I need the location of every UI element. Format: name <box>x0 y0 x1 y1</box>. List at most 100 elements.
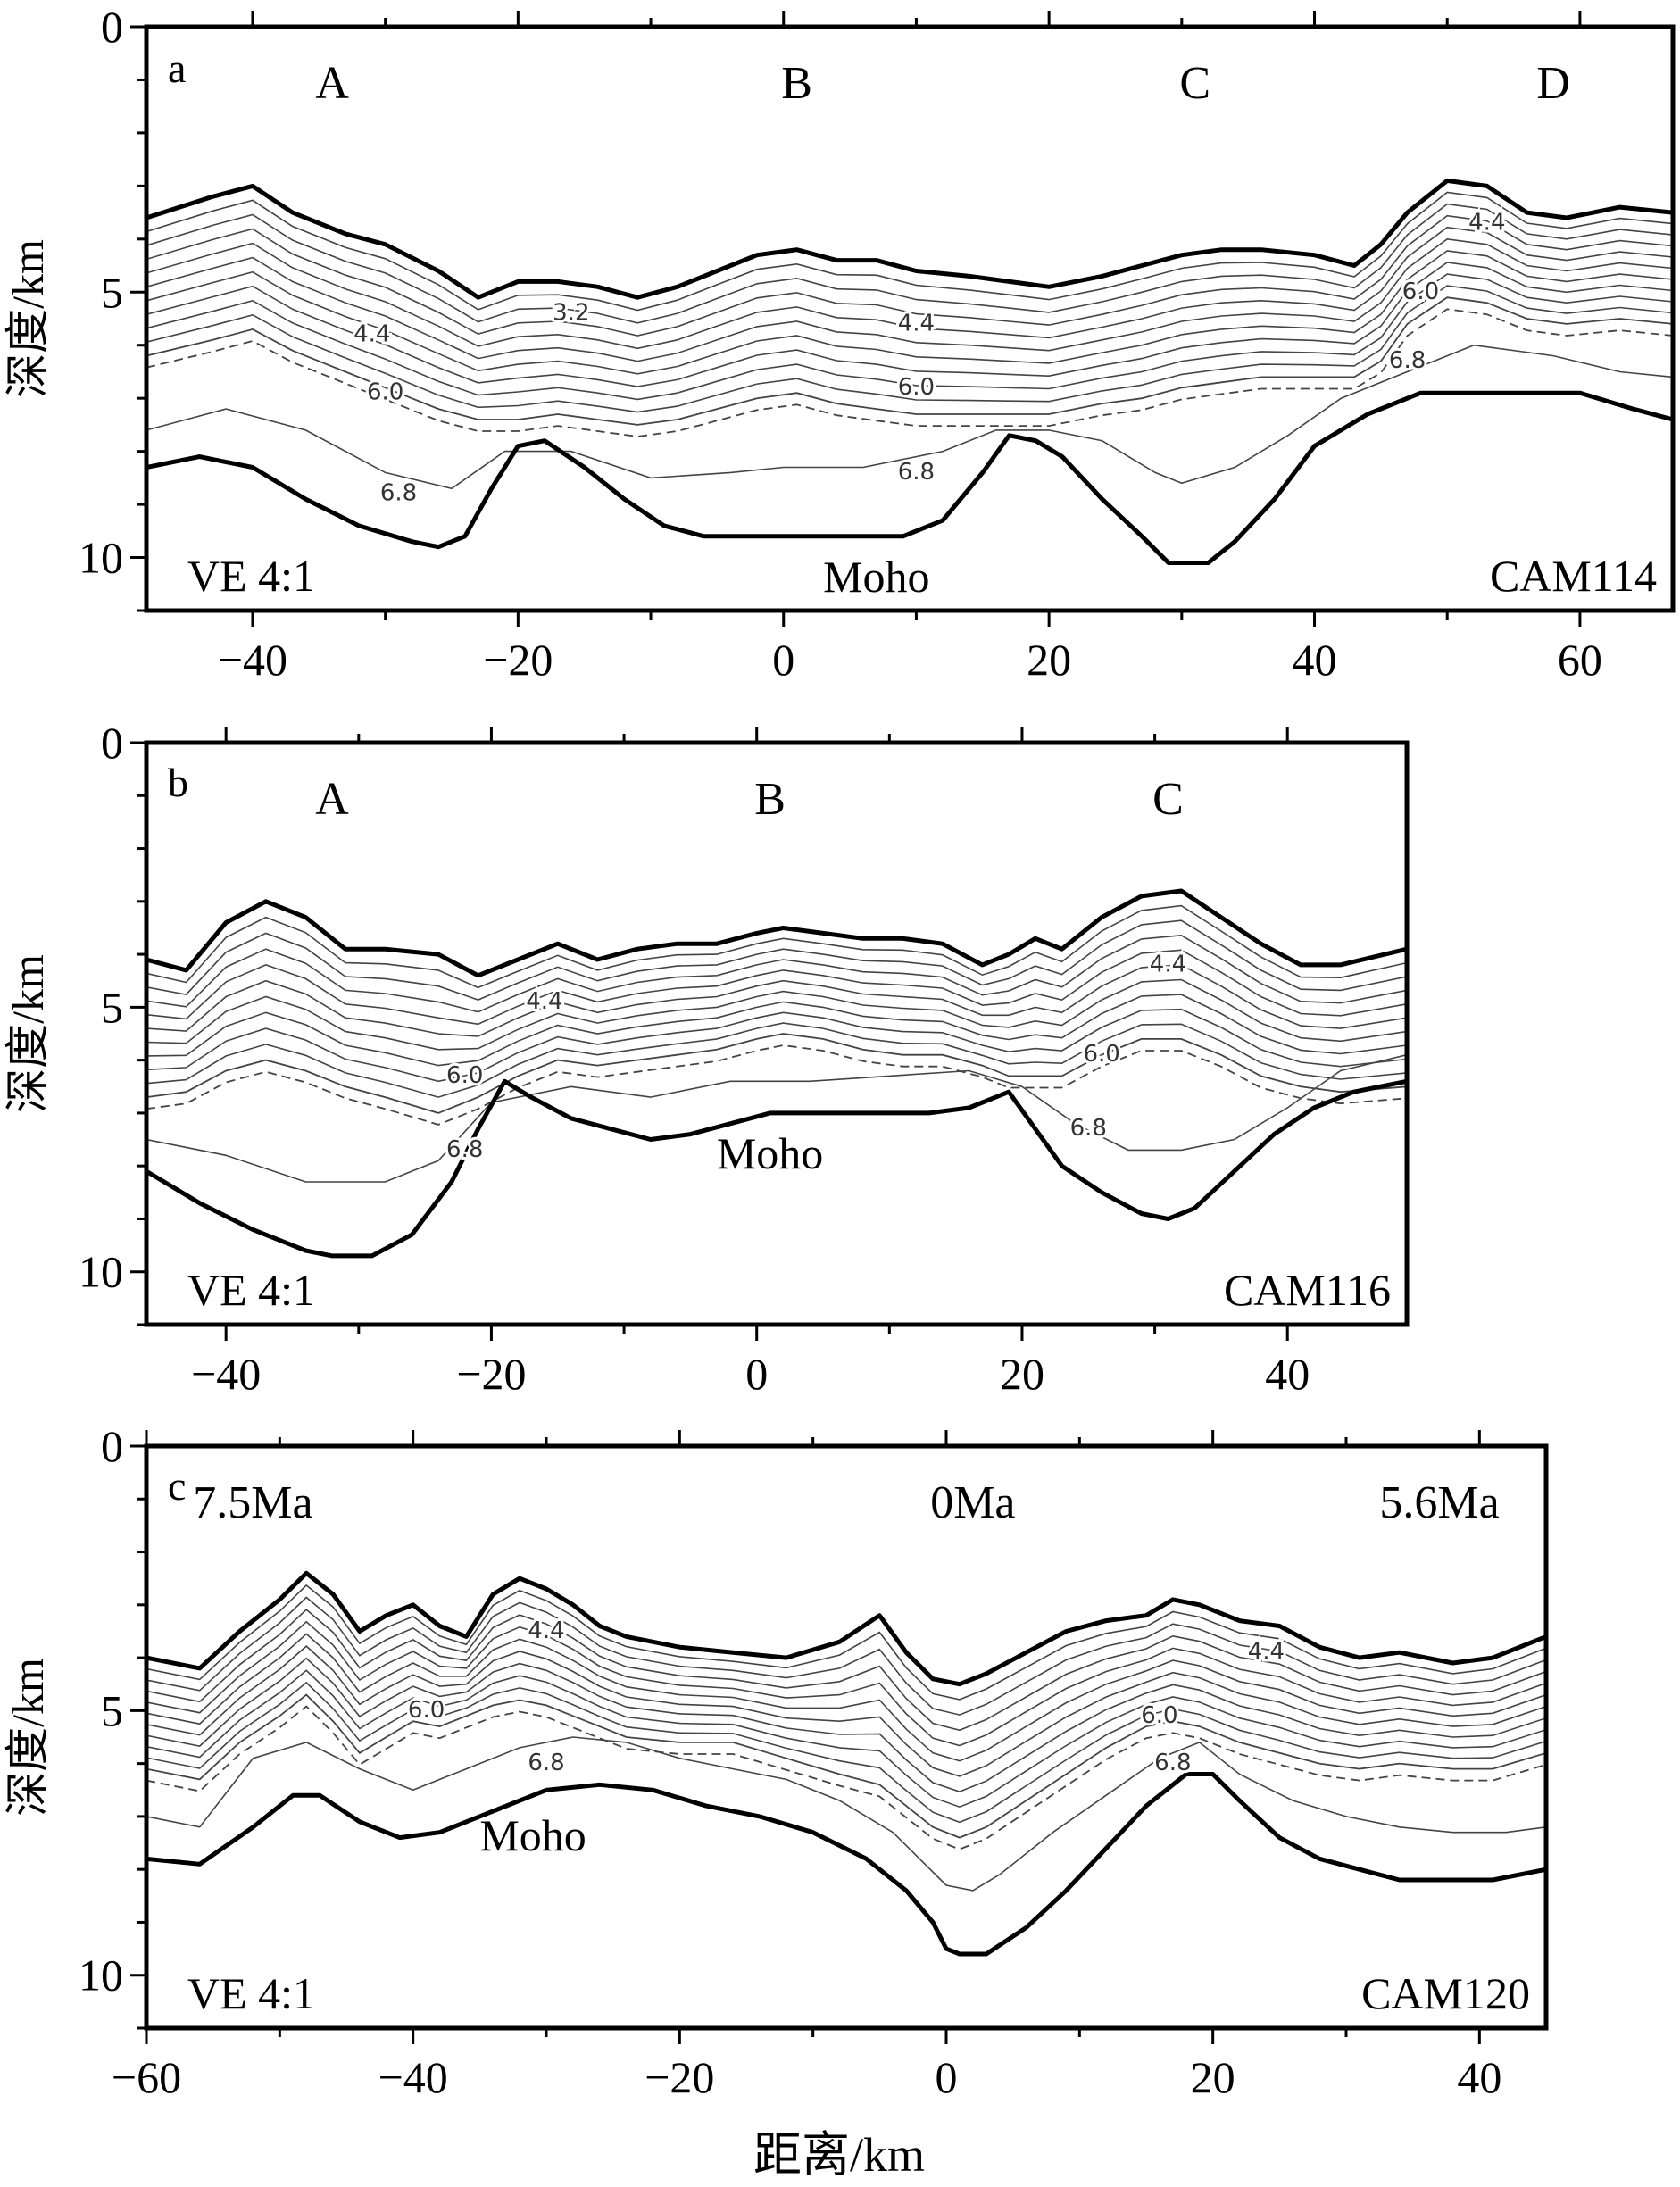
contour-label: 6.0 <box>1402 279 1439 305</box>
velocity-contour <box>146 250 1673 375</box>
contour-label: 4.4 <box>353 320 390 347</box>
y-tick-label: 0 <box>101 1421 123 1471</box>
y-tick-label: 5 <box>101 267 123 317</box>
contour-label: 4.4 <box>898 310 935 337</box>
segment-label: A <box>315 58 349 109</box>
plot-area: 4.4 4.4 6.0 6.0 6.8 6.8 <box>146 1570 1546 1957</box>
velocity-contour <box>146 964 1407 1037</box>
plot-area: 4.4 4.4 6.0 6.0 6.8 6.8 <box>146 888 1407 1259</box>
velocity-contour <box>146 978 1407 1051</box>
moho-label: Moho <box>823 552 929 602</box>
plot-frame <box>144 1443 1549 2031</box>
x-tick-label: −60 <box>112 2052 181 2102</box>
velocity-contour <box>146 1657 1546 1792</box>
panel-letter-a: a <box>168 46 186 91</box>
profile-label: CAM116 <box>1224 1265 1391 1315</box>
panel-c: c 4.4 4.4 6.0 6.0 6.8 6.8 −60 −40 −20 0 20 40 0 5 10 深度… <box>3 1421 1549 2102</box>
contour-label: 3.2 <box>553 300 589 327</box>
contour-label: 4.4 <box>1150 951 1186 977</box>
plot-area: 3.2 4.4 4.4 4.4 6.0 6.0 6.0 6.8 6.8 6.8 <box>146 178 1673 565</box>
contour-label: 4.4 <box>1468 209 1505 236</box>
segment-label: 0Ma <box>930 1477 1015 1528</box>
contour-label: 6.0 <box>446 1062 483 1089</box>
y-tick-label: 10 <box>79 1950 123 2000</box>
x-tick-label: 0 <box>772 635 794 685</box>
x-tick-label: 60 <box>1558 635 1602 685</box>
segment-label: C <box>1152 774 1184 825</box>
y-tick-label: 0 <box>101 2 123 52</box>
velocity-contour <box>146 273 1673 401</box>
moho-line <box>146 390 1673 565</box>
panel-a: a 3.2 4.4 4.4 4.4 6.0 6.0 6.0 6.8 6.8 6.8 −40 −20 0 2… <box>3 2 1676 685</box>
velocity-contour <box>146 1620 1546 1747</box>
velocity-contour <box>146 1609 1546 1732</box>
velocity-contour <box>146 1633 1546 1762</box>
velocity-contour <box>146 1645 1546 1777</box>
contour-dashed <box>146 1044 1407 1126</box>
x-tick-label: 20 <box>1191 2052 1235 2102</box>
y-tick-label: 5 <box>101 1685 123 1735</box>
contour-label: 6.8 <box>1070 1115 1107 1142</box>
contour-label: 4.4 <box>528 1617 564 1644</box>
moho-line <box>146 1772 1546 1957</box>
segment-label: A <box>315 774 349 825</box>
velocity-contour <box>146 1596 1546 1716</box>
contour-6-8 <box>146 1736 1546 1892</box>
ve-label: VE 4:1 <box>187 551 315 601</box>
x-tick-label: −40 <box>378 2052 448 2102</box>
segment-label: C <box>1179 58 1210 109</box>
segment-label: B <box>781 58 812 109</box>
velocity-contour <box>146 904 1407 989</box>
velocity-contour <box>146 262 1673 387</box>
contour-label: 6.8 <box>380 480 417 507</box>
contour-dashed <box>146 308 1673 437</box>
plot-frame <box>144 24 1676 613</box>
y-tick-label: 5 <box>101 982 123 1032</box>
x-tick-label: 40 <box>1265 1349 1310 1399</box>
contour-label: 6.8 <box>1154 1750 1191 1776</box>
velocity-contour <box>146 285 1673 413</box>
y-axis-label: 深度/km <box>3 239 53 398</box>
x-tick-label: 40 <box>1293 635 1337 685</box>
velocity-contour <box>146 237 1673 362</box>
contour-label: 6.8 <box>1389 347 1426 374</box>
y-tick-label: 10 <box>79 533 123 583</box>
segment-label: D <box>1536 58 1570 109</box>
contour-label: 6.0 <box>367 379 403 406</box>
contour-6-8 <box>146 344 1673 490</box>
x-tick-label: 40 <box>1457 2052 1501 2102</box>
y-tick-label: 10 <box>79 1247 123 1297</box>
contour-label: 6.0 <box>1083 1041 1119 1068</box>
x-tick-label: −20 <box>645 2052 714 2102</box>
x-tick-label: 20 <box>1000 1349 1044 1399</box>
velocity-contour <box>146 919 1407 1001</box>
contour-dashed <box>146 1705 1546 1850</box>
velocity-contour <box>146 203 1673 324</box>
contour-label: 6.0 <box>1141 1702 1177 1729</box>
velocity-contour <box>146 1584 1546 1701</box>
seafloor-line <box>146 1570 1546 1687</box>
contour-label: 6.0 <box>408 1697 445 1724</box>
velocity-contour <box>146 994 1407 1067</box>
x-tick-label: 0 <box>745 1349 768 1399</box>
profile-label: CAM114 <box>1490 551 1657 601</box>
y-axis-label: 深度/km <box>3 954 53 1113</box>
contour-label: 6.8 <box>528 1750 564 1776</box>
contour-label: 4.4 <box>1248 1639 1285 1666</box>
ve-label: VE 4:1 <box>187 1968 315 2018</box>
panel-b: b 4.4 4.4 6.0 6.0 6.8 6.8 −40 −20 0 20 40 0 5 10 深度/km… <box>3 718 1410 1399</box>
velocity-contour <box>146 1681 1546 1824</box>
panel-letter-c: c <box>168 1463 186 1509</box>
ve-label: VE 4:1 <box>187 1265 315 1315</box>
x-tick-label: −40 <box>218 635 287 685</box>
segment-label: B <box>754 774 786 825</box>
x-tick-label: −20 <box>456 1349 526 1399</box>
seafloor-line <box>146 178 1673 300</box>
moho-label: Moho <box>479 1810 586 1860</box>
contour-6-0 <box>146 296 1673 426</box>
velocity-contour <box>146 214 1673 337</box>
velocity-contour <box>146 226 1673 350</box>
velocity-contour <box>146 1669 1546 1809</box>
contour-label: 4.4 <box>526 988 562 1015</box>
